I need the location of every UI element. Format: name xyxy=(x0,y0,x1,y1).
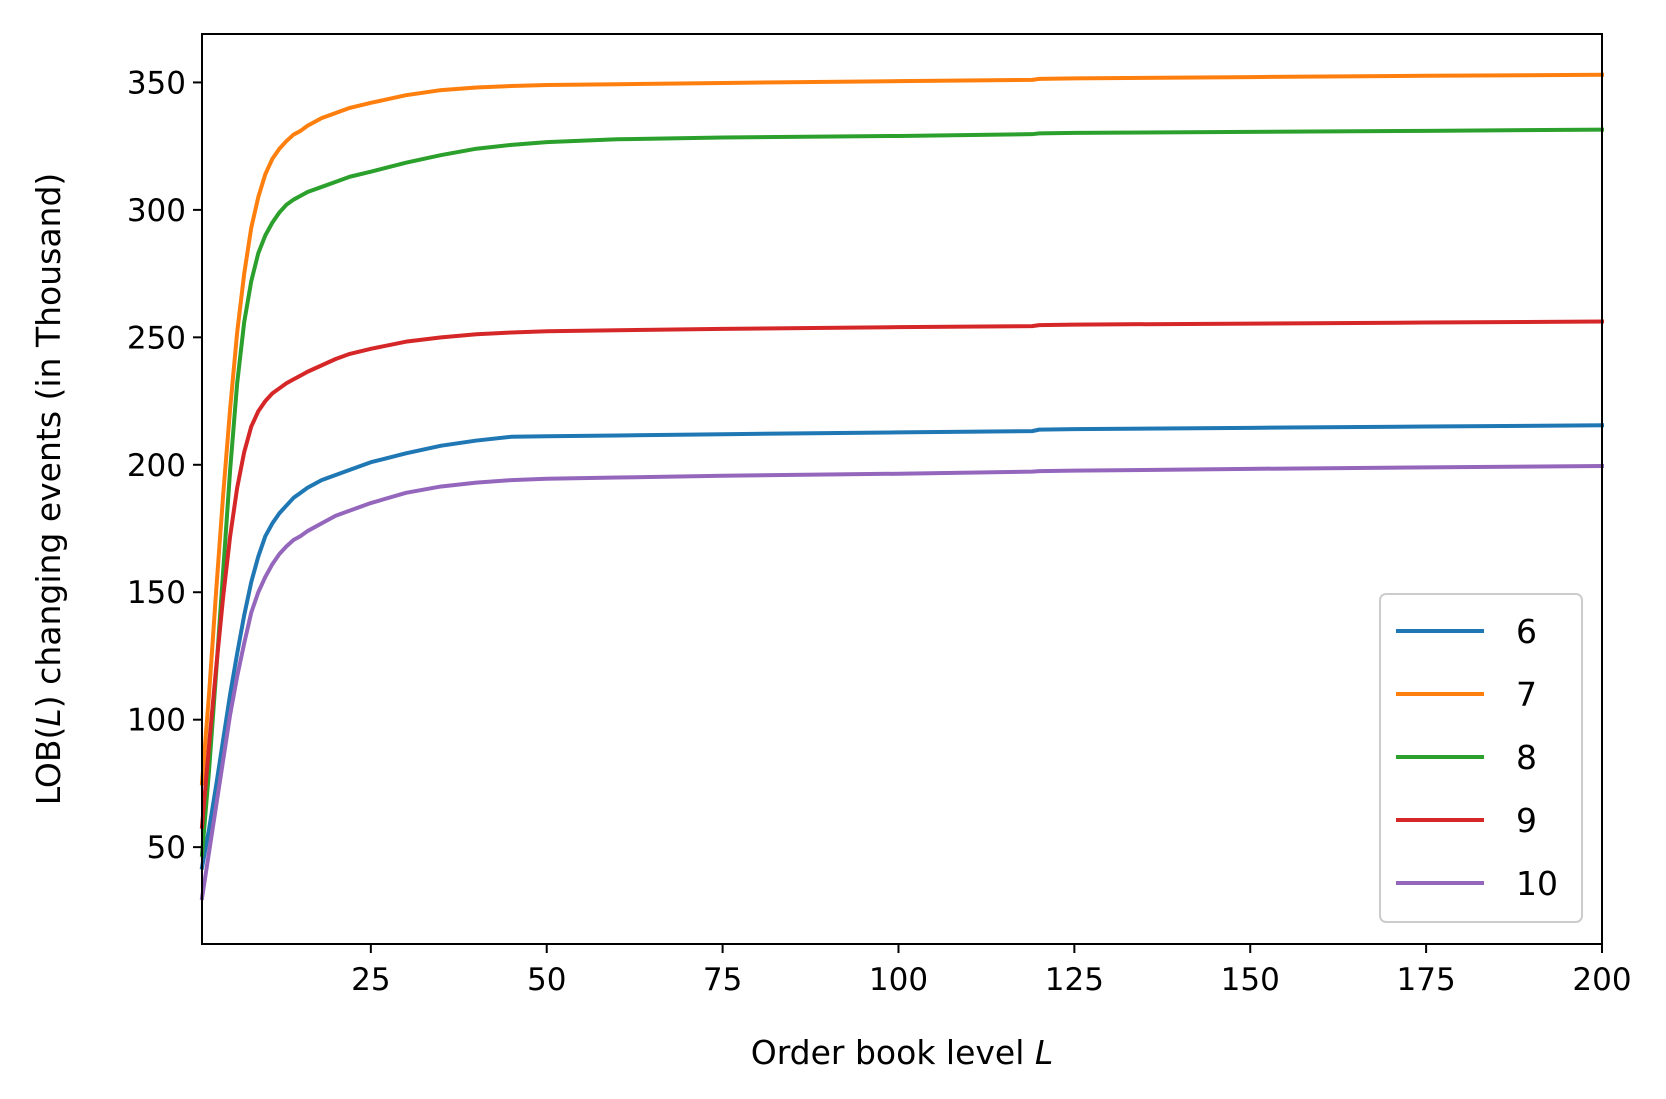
legend-items: 6 7 8 9 10 xyxy=(1396,612,1558,903)
y-axis-label-prefix: LOB( xyxy=(29,727,68,806)
y-axis-label-variable: L xyxy=(29,708,68,726)
y-tick-label: 50 xyxy=(147,830,186,866)
x-tick-label: 50 xyxy=(527,962,566,998)
y-tick-label: 100 xyxy=(127,703,186,739)
plot-area-frame xyxy=(201,33,1603,945)
series-line-6 xyxy=(199,423,1605,870)
legend-label-10: 10 xyxy=(1516,864,1558,903)
series-layer xyxy=(199,72,1605,901)
y-tick-label: 150 xyxy=(127,575,186,611)
x-axis-label: Order book level L xyxy=(751,1033,1054,1072)
y-tick-label: 200 xyxy=(127,448,186,484)
y-tick-label: 300 xyxy=(127,193,186,229)
y-axis-ticks: 50 100 150 200 250 300 350 xyxy=(127,65,202,866)
x-tick-label: 175 xyxy=(1397,962,1456,998)
x-tick-label: 200 xyxy=(1572,962,1631,998)
x-tick-label: 150 xyxy=(1221,962,1280,998)
legend-label-7: 7 xyxy=(1516,675,1537,714)
x-tick-label: 125 xyxy=(1045,962,1104,998)
legend: 6 7 8 9 10 xyxy=(1379,593,1583,923)
x-axis-ticks: 25 50 75 100 125 150 175 200 xyxy=(351,944,1632,998)
x-tick-label: 75 xyxy=(703,962,742,998)
y-axis-label-suffix: ) changing events (in Thousand) xyxy=(29,173,68,708)
x-axis-label-variable: L xyxy=(1035,1033,1053,1072)
legend-label-6: 6 xyxy=(1516,612,1537,651)
y-tick-label: 250 xyxy=(127,320,186,356)
series-line-7 xyxy=(199,72,1605,786)
series-line-9 xyxy=(199,319,1605,829)
series-line-10 xyxy=(199,464,1605,901)
y-tick-label: 350 xyxy=(127,65,186,101)
legend-label-8: 8 xyxy=(1516,738,1537,777)
series-line-8 xyxy=(199,127,1605,857)
y-axis-label: LOB(L) changing events (in Thousand) xyxy=(29,173,68,806)
legend-label-9: 9 xyxy=(1516,801,1537,840)
x-tick-label: 25 xyxy=(351,962,390,998)
x-axis-label-text: Order book level xyxy=(751,1033,1035,1072)
x-tick-label: 100 xyxy=(869,962,928,998)
